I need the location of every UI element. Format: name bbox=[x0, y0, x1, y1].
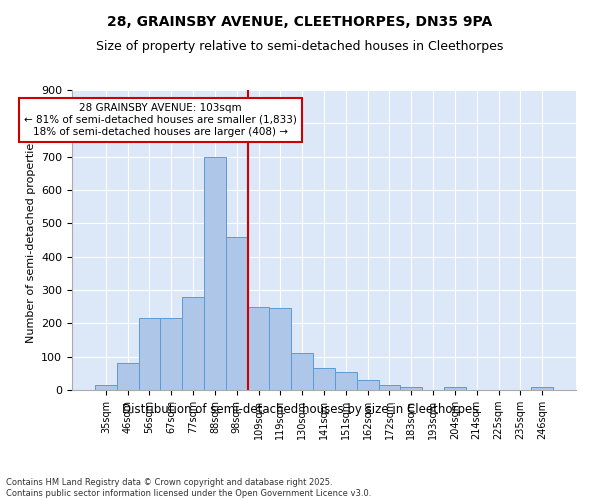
Bar bbox=[313, 368, 335, 390]
Bar bbox=[357, 380, 379, 390]
Text: Size of property relative to semi-detached houses in Cleethorpes: Size of property relative to semi-detach… bbox=[97, 40, 503, 53]
Text: Contains HM Land Registry data © Crown copyright and database right 2025.
Contai: Contains HM Land Registry data © Crown c… bbox=[6, 478, 371, 498]
Text: Distribution of semi-detached houses by size in Cleethorpes: Distribution of semi-detached houses by … bbox=[122, 402, 478, 415]
Bar bbox=[204, 156, 226, 390]
Bar bbox=[226, 236, 248, 390]
Text: 28, GRAINSBY AVENUE, CLEETHORPES, DN35 9PA: 28, GRAINSBY AVENUE, CLEETHORPES, DN35 9… bbox=[107, 15, 493, 29]
Bar bbox=[335, 372, 357, 390]
Bar bbox=[291, 354, 313, 390]
Bar bbox=[95, 385, 117, 390]
Bar bbox=[400, 386, 422, 390]
Bar bbox=[248, 306, 269, 390]
Text: 28 GRAINSBY AVENUE: 103sqm
← 81% of semi-detached houses are smaller (1,833)
18%: 28 GRAINSBY AVENUE: 103sqm ← 81% of semi… bbox=[24, 104, 297, 136]
Bar bbox=[139, 318, 160, 390]
Bar bbox=[269, 308, 291, 390]
Y-axis label: Number of semi-detached properties: Number of semi-detached properties bbox=[26, 137, 35, 343]
Bar bbox=[531, 388, 553, 390]
Bar bbox=[160, 318, 182, 390]
Bar bbox=[444, 386, 466, 390]
Bar bbox=[379, 385, 400, 390]
Bar bbox=[182, 296, 204, 390]
Bar bbox=[117, 364, 139, 390]
